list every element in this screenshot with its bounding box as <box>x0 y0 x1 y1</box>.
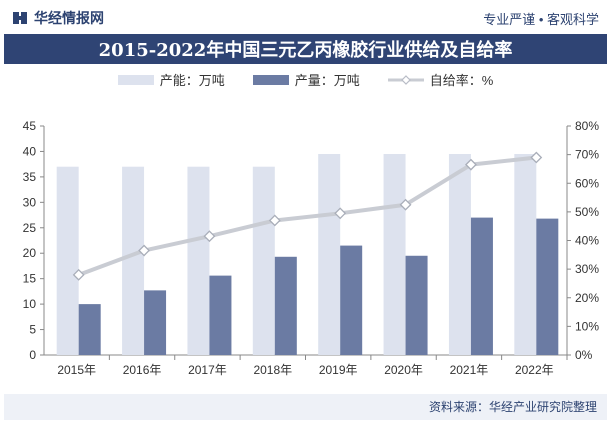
bar-capacity <box>56 166 79 355</box>
point-rate <box>203 230 216 243</box>
brand-name: 华经情报网 <box>34 10 104 26</box>
point-rate <box>268 214 281 227</box>
line-rate <box>77 155 537 277</box>
legend-swatch-rate <box>387 74 424 85</box>
bar-output <box>209 275 232 355</box>
y-tick-label-right: 40% <box>575 234 599 248</box>
legend-swatch-capacity <box>117 74 154 85</box>
x-tick-label: 2017年 <box>188 363 227 377</box>
x-tick-label: 2018年 <box>253 363 292 377</box>
legend: 产能：万吨 产量：万吨 自给率：% <box>0 70 611 89</box>
y-tick-label-left: 10 <box>23 297 37 311</box>
point-rate <box>530 151 543 164</box>
y-tick-label-left: 15 <box>23 272 37 286</box>
brand-logo-icon <box>13 12 27 24</box>
y-tick-label-right: 20% <box>575 291 599 305</box>
bar-output <box>405 255 428 355</box>
top-bar: 华经情报网 专业严谨 • 客观科学 <box>0 0 611 34</box>
y-tick-label-left: 0 <box>29 348 36 362</box>
point-rate <box>334 207 347 220</box>
bar-output <box>144 290 167 355</box>
bar-capacity <box>448 153 471 355</box>
y-tick-label-right: 30% <box>575 262 599 276</box>
brand[interactable]: 华经情报网 <box>12 8 104 28</box>
legend-swatch-output <box>252 74 289 85</box>
bar-capacity <box>318 153 341 355</box>
bar-output <box>470 217 493 355</box>
x-tick-label: 2016年 <box>123 363 162 377</box>
x-tick-label: 2021年 <box>450 363 489 377</box>
bar-capacity <box>187 166 210 355</box>
source-note: 资料来源：华经产业研究院整理 <box>428 400 597 414</box>
bar-capacity <box>514 153 537 355</box>
x-tick-label: 2015年 <box>57 363 96 377</box>
y-tick-label-left: 35 <box>23 170 37 184</box>
y-tick-label-right: 70% <box>575 148 599 162</box>
legend-item-output: 产量：万吨 <box>252 70 360 89</box>
y-tick-label-left: 30 <box>23 195 37 209</box>
x-tick-label: 2020年 <box>384 363 423 377</box>
legend-label-capacity: 产能：万吨 <box>159 73 225 88</box>
bar-output <box>78 304 101 355</box>
legend-label-rate: 自给率：% <box>429 73 494 88</box>
footer-bar <box>4 394 607 420</box>
point-rate <box>399 198 412 211</box>
x-tick-label: 2019年 <box>319 363 358 377</box>
bar-capacity <box>252 166 275 355</box>
bar-output <box>536 218 559 355</box>
point-rate <box>138 244 150 257</box>
y-tick-label-right: 80% <box>575 119 599 133</box>
bar-capacity <box>122 166 145 355</box>
point-rate <box>72 268 85 281</box>
chart-title: 2015-2022年中国三元乙丙橡胶行业供给及自给率 <box>4 34 607 64</box>
point-rate <box>465 158 477 171</box>
y-tick-label-left: 25 <box>23 221 37 235</box>
legend-label-output: 产量：万吨 <box>294 73 360 88</box>
legend-item-capacity: 产能：万吨 <box>117 70 225 89</box>
y-tick-label-left: 20 <box>23 246 37 260</box>
y-tick-label-right: 60% <box>575 176 599 190</box>
legend-item-rate: 自给率：% <box>387 70 494 89</box>
y-tick-label-left: 40 <box>23 144 37 158</box>
x-tick-label: 2022年 <box>515 363 554 377</box>
y-tick-label-right: 50% <box>575 205 599 219</box>
y-tick-label-left: 5 <box>29 323 36 337</box>
bar-output <box>340 245 363 355</box>
y-tick-label-right: 0% <box>575 348 593 362</box>
bar-capacity <box>383 153 406 355</box>
bar-output <box>274 256 297 355</box>
y-tick-label-right: 10% <box>575 319 599 333</box>
y-tick-label-left: 45 <box>23 119 37 133</box>
tagline: 专业严谨 • 客观科学 <box>483 12 599 27</box>
